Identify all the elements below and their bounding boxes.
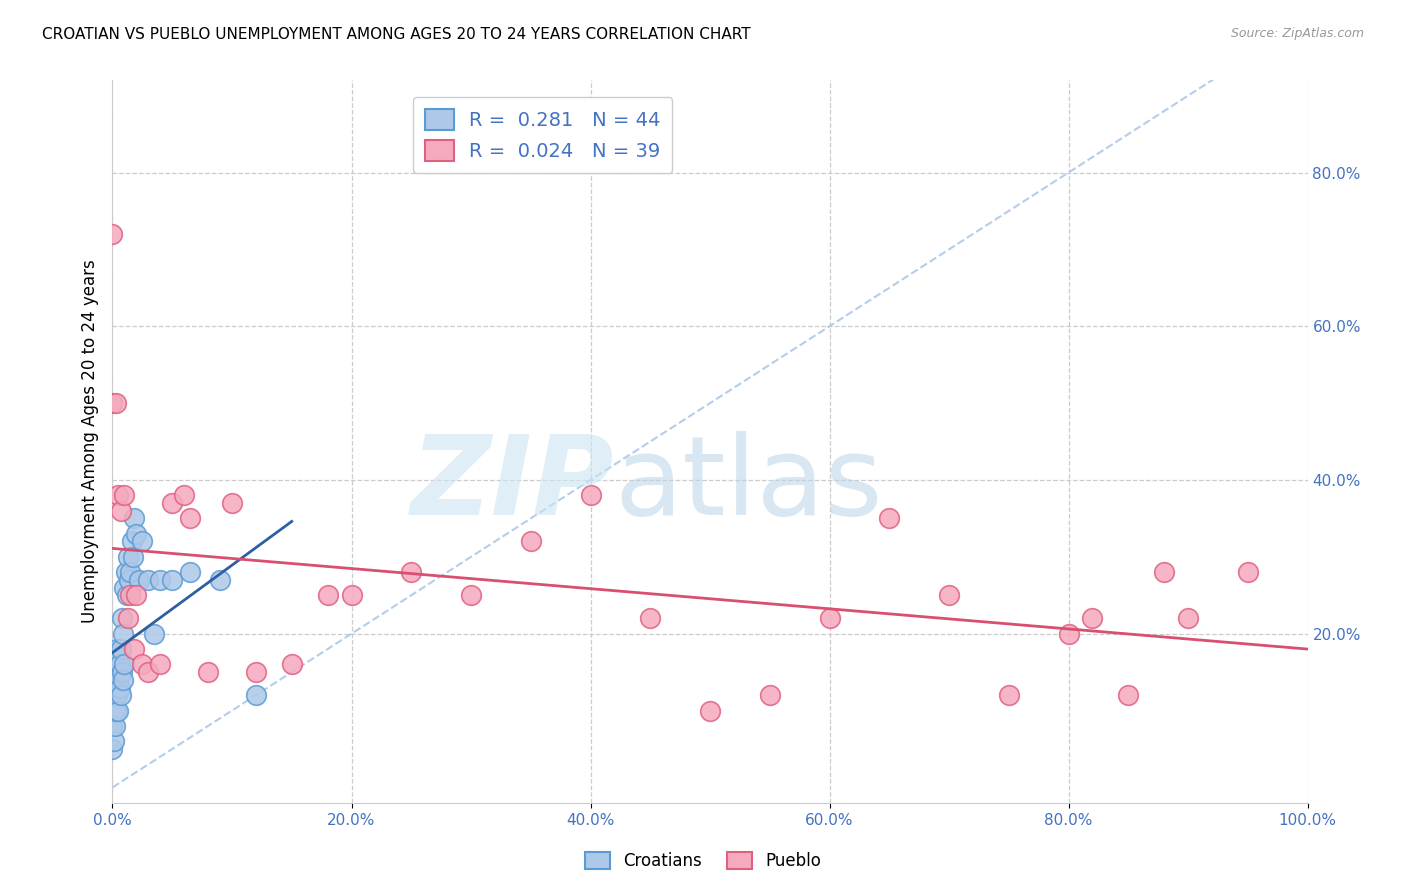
Point xyxy=(340,588,363,602)
Point xyxy=(460,588,482,602)
Point xyxy=(1118,688,1140,702)
Point xyxy=(117,611,139,625)
Point xyxy=(108,657,131,672)
Point xyxy=(103,673,125,687)
Point xyxy=(179,511,201,525)
Point xyxy=(112,626,135,640)
Point xyxy=(759,688,782,702)
Point xyxy=(125,526,148,541)
Point xyxy=(104,688,127,702)
Point xyxy=(114,565,136,579)
Point xyxy=(110,642,132,657)
Point xyxy=(122,642,145,657)
Point xyxy=(998,688,1021,702)
Point xyxy=(105,642,128,657)
Y-axis label: Unemployment Among Ages 20 to 24 years: Unemployment Among Ages 20 to 24 years xyxy=(80,260,98,624)
Point xyxy=(281,657,304,672)
Point xyxy=(120,565,142,579)
Point xyxy=(105,688,128,702)
Point xyxy=(115,588,138,602)
Point xyxy=(101,719,124,733)
Point xyxy=(114,488,135,502)
Point xyxy=(818,611,841,625)
Point xyxy=(143,626,166,640)
Point xyxy=(108,681,131,695)
Point xyxy=(121,534,143,549)
Point xyxy=(110,504,132,518)
Point xyxy=(125,588,148,602)
Point xyxy=(179,565,201,579)
Point xyxy=(938,588,960,602)
Point xyxy=(107,488,129,502)
Point xyxy=(1237,565,1260,579)
Point xyxy=(316,588,339,602)
Point xyxy=(104,719,127,733)
Point xyxy=(122,511,145,525)
Point xyxy=(173,488,195,502)
Point xyxy=(104,665,127,680)
Point xyxy=(105,704,128,718)
Point xyxy=(103,704,125,718)
Point xyxy=(245,688,267,702)
Text: Source: ZipAtlas.com: Source: ZipAtlas.com xyxy=(1230,27,1364,40)
Point xyxy=(110,688,132,702)
Point xyxy=(111,665,134,680)
Point xyxy=(1153,565,1175,579)
Legend: Croatians, Pueblo: Croatians, Pueblo xyxy=(578,845,828,877)
Point xyxy=(103,734,125,748)
Point xyxy=(107,673,129,687)
Point xyxy=(149,657,172,672)
Point xyxy=(118,573,141,587)
Legend: R =  0.281   N = 44, R =  0.024   N = 39: R = 0.281 N = 44, R = 0.024 N = 39 xyxy=(413,97,672,173)
Point xyxy=(245,665,267,680)
Point xyxy=(131,657,153,672)
Point xyxy=(1057,626,1080,640)
Point xyxy=(579,488,602,502)
Point xyxy=(101,742,124,756)
Point xyxy=(209,573,232,587)
Point xyxy=(114,581,135,595)
Point xyxy=(138,573,160,587)
Point xyxy=(101,396,124,410)
Point xyxy=(121,549,143,564)
Point xyxy=(105,681,128,695)
Point xyxy=(138,665,160,680)
Point xyxy=(162,573,183,587)
Point xyxy=(101,227,124,241)
Text: CROATIAN VS PUEBLO UNEMPLOYMENT AMONG AGES 20 TO 24 YEARS CORRELATION CHART: CROATIAN VS PUEBLO UNEMPLOYMENT AMONG AG… xyxy=(42,27,751,42)
Point xyxy=(107,704,129,718)
Point xyxy=(640,611,662,625)
Point xyxy=(117,549,139,564)
Point xyxy=(221,496,243,510)
Text: ZIP: ZIP xyxy=(411,432,614,539)
Point xyxy=(1177,611,1199,625)
Point xyxy=(149,573,172,587)
Point xyxy=(105,657,128,672)
Point xyxy=(107,649,129,664)
Text: atlas: atlas xyxy=(614,432,883,539)
Point xyxy=(131,534,153,549)
Point xyxy=(520,534,543,549)
Point xyxy=(114,657,135,672)
Point xyxy=(879,511,901,525)
Point xyxy=(120,588,142,602)
Point xyxy=(111,611,134,625)
Point xyxy=(401,565,423,579)
Point xyxy=(105,396,128,410)
Point xyxy=(1081,611,1104,625)
Point xyxy=(128,573,150,587)
Point xyxy=(699,704,721,718)
Point xyxy=(112,673,135,687)
Point xyxy=(197,665,219,680)
Point xyxy=(162,496,183,510)
